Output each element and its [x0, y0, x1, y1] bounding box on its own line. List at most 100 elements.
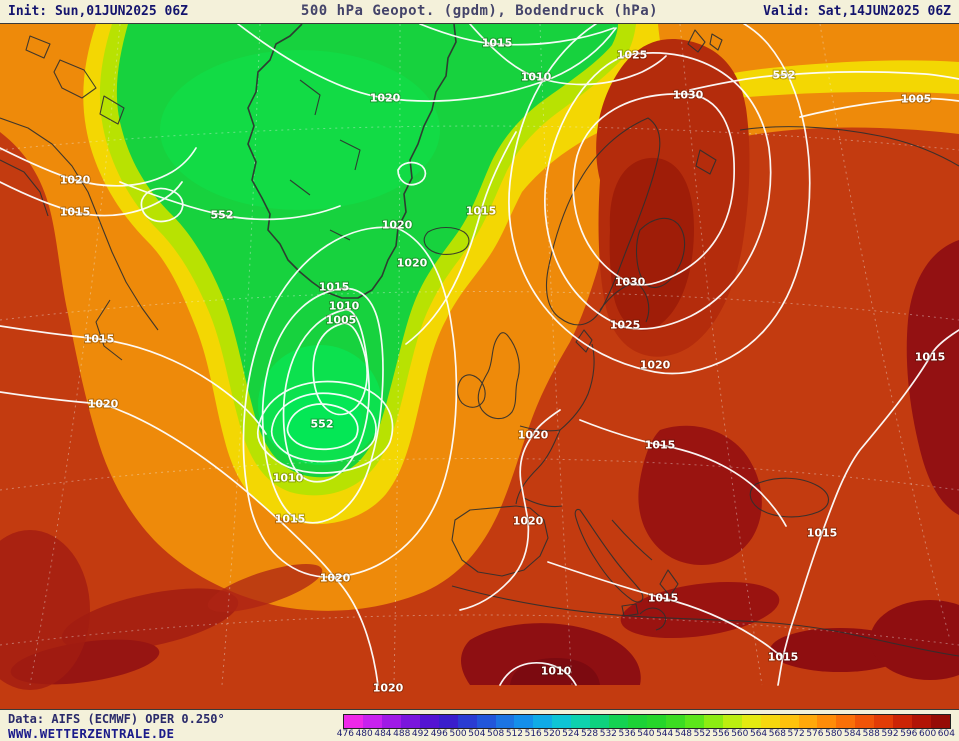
- footer-bar: Data: AIFS (ECMWF) OPER 0.250° WWW.WETTE…: [0, 709, 959, 741]
- legend-tick: 512: [505, 729, 524, 739]
- valid-time-label: Valid: Sat,14JUN2025 06Z: [763, 4, 951, 19]
- legend-tick: 556: [712, 729, 730, 739]
- legend-tick: 524: [562, 729, 580, 739]
- contour-label: 1025: [610, 319, 641, 332]
- legend-tick: 568: [768, 729, 786, 739]
- legend-tick: 520: [543, 729, 561, 739]
- map-area: 1015 1010 1020 1025 1030 552 1005 1020 1015 552 10…: [0, 24, 959, 709]
- contour-label: 1020: [640, 359, 671, 372]
- legend-tick: 504: [468, 729, 486, 739]
- legend-tick: 492: [411, 729, 430, 739]
- contour-label: 1030: [615, 276, 646, 289]
- legend-color-cell: [647, 715, 666, 728]
- contour-label: 1015: [466, 205, 497, 218]
- legend-tick: 596: [900, 729, 918, 739]
- contour-label: 1020: [320, 572, 351, 585]
- contour-label: 1015: [84, 333, 115, 346]
- legend-color-cell: [817, 715, 837, 728]
- legend-tick: 600: [919, 729, 937, 739]
- contour-label: 1020: [88, 398, 119, 411]
- legend-color-cell: [457, 715, 477, 728]
- legend-color-cell: [362, 715, 382, 728]
- legend-color-cell: [590, 715, 610, 728]
- legend-color-cell: [684, 715, 704, 728]
- contour-label: 1010: [541, 665, 572, 678]
- contour-label: 552: [311, 418, 334, 431]
- coastline-layer: [0, 24, 959, 657]
- contour-label-layer: 1015 1010 1020 1025 1030 552 1005 1020 1015 552 10…: [59, 36, 947, 696]
- contour-label: 1020: [513, 515, 544, 528]
- legend-color-cell: [912, 715, 932, 728]
- legend-color-cell: [400, 715, 420, 728]
- legend-color-cell: [874, 715, 894, 728]
- legend-tick: 552: [693, 729, 711, 739]
- legend-tick: 516: [524, 729, 542, 739]
- legend-tick: 560: [731, 729, 749, 739]
- legend-color-cell: [552, 715, 572, 728]
- legend-color-cell: [836, 715, 856, 728]
- legend-color-cell: [571, 715, 591, 728]
- legend-color-cell: [931, 715, 950, 728]
- legend-color-cell: [703, 715, 723, 728]
- website-label: WWW.WETTERZENTRALE.DE: [8, 726, 175, 741]
- contour-label: 1015: [807, 527, 838, 540]
- legend-tick: 508: [487, 729, 505, 739]
- contour-label: 1010: [521, 71, 552, 84]
- legend-tick: 604: [937, 729, 955, 739]
- header-bar: Init: Sun,01JUN2025 06Z 500 hPa Geopot. …: [0, 0, 959, 24]
- legend-tick: 580: [825, 729, 843, 739]
- contour-label: 552: [211, 209, 234, 222]
- legend-tick: 544: [656, 729, 674, 739]
- legend-tick: 496: [430, 729, 448, 739]
- weather-map-svg: 1015 1010 1020 1025 1030 552 1005 1020 1015 552 10…: [0, 24, 959, 709]
- legend-color-cell: [855, 715, 875, 728]
- legend-tick: 588: [862, 729, 880, 739]
- legend-tick: 488: [393, 729, 411, 739]
- legend-color-cell: [476, 715, 496, 728]
- legend-tick: 532: [599, 729, 617, 739]
- legend-color-cell: [628, 715, 647, 728]
- legend-color-cell: [419, 715, 439, 728]
- contour-label: 1020: [60, 174, 91, 187]
- legend-color-cell: [514, 715, 534, 728]
- contour-label: 552: [773, 69, 796, 82]
- legend-tick: 476: [336, 729, 354, 739]
- contour-label: 1020: [373, 682, 404, 695]
- legend-color-bar: [343, 714, 951, 729]
- contour-label: 1025: [617, 49, 648, 62]
- legend-color-cell: [438, 715, 458, 728]
- contour-label: 1005: [326, 314, 357, 327]
- contour-label: 1010: [329, 300, 360, 313]
- legend-tick: 540: [637, 729, 655, 739]
- contour-label: 1015: [482, 37, 513, 50]
- legend-tick: 536: [618, 729, 636, 739]
- legend-tick: 548: [674, 729, 693, 739]
- legend-tick: 528: [580, 729, 599, 739]
- legend-color-cell: [893, 715, 913, 728]
- contour-label: 1015: [645, 439, 676, 452]
- contour-label: 1015: [648, 592, 679, 605]
- legend-color-cell: [495, 715, 515, 728]
- init-time-label: Init: Sun,01JUN2025 06Z: [8, 4, 189, 19]
- legend-tick: 576: [806, 729, 824, 739]
- legend-tick: 564: [749, 729, 768, 739]
- legend-tick: 480: [355, 729, 373, 739]
- contour-label: 1020: [382, 219, 413, 232]
- contour-label: 1020: [518, 429, 549, 442]
- geopotential-field-layer: [0, 24, 959, 709]
- legend-color-cell: [533, 715, 553, 728]
- legend-color-cell: [344, 715, 363, 728]
- legend-color-cell: [760, 715, 780, 728]
- contour-label: 1015: [60, 206, 91, 219]
- isobar-layer: [0, 24, 959, 686]
- legend-tick: 500: [449, 729, 467, 739]
- legend-tick: 484: [374, 729, 392, 739]
- contour-label: 1015: [319, 281, 350, 294]
- contour-label: 1015: [275, 513, 306, 526]
- legend-tick: 572: [787, 729, 805, 739]
- contour-label: 1010: [273, 472, 304, 485]
- contour-label: 1015: [915, 351, 946, 364]
- chart-title: 500 hPa Geopot. (gpdm), Bodendruck (hPa): [300, 3, 659, 19]
- data-source-label: Data: AIFS (ECMWF) OPER 0.250°: [8, 712, 225, 726]
